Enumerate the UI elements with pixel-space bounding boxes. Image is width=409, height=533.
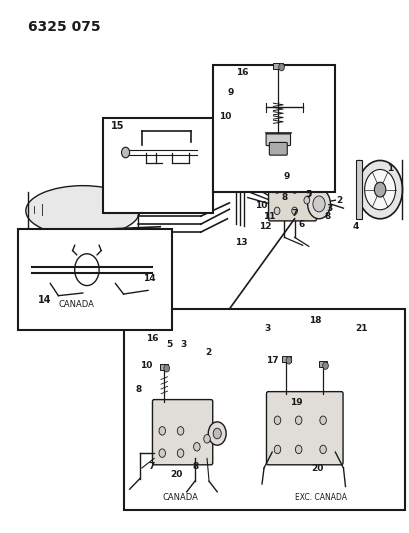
Bar [273,63,283,69]
Bar [282,356,290,362]
Text: 20: 20 [170,470,182,479]
Text: 6: 6 [298,220,304,229]
Circle shape [303,197,309,204]
Text: EXC. CANADA: EXC. CANADA [294,494,346,503]
Circle shape [213,428,221,439]
Circle shape [203,434,210,443]
FancyBboxPatch shape [268,172,316,221]
Text: 14: 14 [143,273,155,282]
Circle shape [291,186,297,193]
Circle shape [274,445,280,454]
Circle shape [319,445,326,454]
Text: 1: 1 [386,164,393,173]
Text: 10: 10 [219,112,231,120]
FancyBboxPatch shape [269,142,287,155]
Circle shape [357,160,402,219]
FancyBboxPatch shape [265,134,290,146]
Text: 18: 18 [308,316,321,325]
Circle shape [285,357,291,364]
Text: 21: 21 [355,324,367,333]
Circle shape [177,449,183,457]
Circle shape [319,416,326,424]
Text: 7: 7 [148,462,154,471]
Text: 19: 19 [290,398,302,407]
Bar [18,229,172,330]
Circle shape [159,426,165,435]
Text: 8: 8 [281,193,287,202]
Text: 14: 14 [38,295,52,305]
Circle shape [294,416,301,424]
Circle shape [177,426,183,435]
Text: 17: 17 [265,356,278,365]
Text: 15: 15 [111,122,124,131]
Text: CANADA: CANADA [58,300,94,309]
Text: 7: 7 [291,209,297,218]
Text: 4: 4 [352,222,358,231]
Text: 10: 10 [254,201,267,210]
Circle shape [159,449,165,457]
Text: 3: 3 [263,324,270,333]
Circle shape [193,442,200,451]
Text: 16: 16 [146,334,158,343]
Text: 5: 5 [166,340,172,349]
Bar [318,361,326,367]
Circle shape [274,186,279,193]
Text: 20: 20 [310,464,322,473]
Text: 8: 8 [323,212,330,221]
Circle shape [307,189,330,219]
Text: 12: 12 [258,222,271,231]
Text: 3: 3 [180,340,187,349]
Text: 9: 9 [227,88,233,97]
Text: 16: 16 [235,68,247,77]
Bar [355,160,361,219]
Text: 11: 11 [263,212,275,221]
Circle shape [121,147,129,158]
Bar [213,65,335,192]
Text: 6325 075: 6325 075 [28,20,100,34]
Bar [160,364,168,370]
Circle shape [373,182,385,197]
Text: 13: 13 [235,238,247,247]
Text: 8: 8 [192,462,198,471]
Circle shape [274,416,280,424]
Text: 10: 10 [139,361,152,370]
FancyBboxPatch shape [266,392,342,465]
Circle shape [294,445,301,454]
Text: CANADA: CANADA [162,494,198,503]
Text: 5: 5 [305,190,311,199]
Circle shape [164,365,169,372]
Circle shape [364,169,395,210]
Text: 3: 3 [325,204,332,213]
Circle shape [322,362,328,369]
Circle shape [278,63,284,71]
Circle shape [312,196,324,212]
Text: 2: 2 [335,196,342,205]
Bar [123,309,404,511]
Text: 9: 9 [283,172,289,181]
Circle shape [274,207,279,215]
Circle shape [291,207,297,215]
Ellipse shape [26,185,139,236]
Text: 8: 8 [135,385,142,394]
Circle shape [208,422,226,445]
FancyBboxPatch shape [152,400,212,465]
Text: 2: 2 [204,348,211,357]
Bar [103,118,213,214]
